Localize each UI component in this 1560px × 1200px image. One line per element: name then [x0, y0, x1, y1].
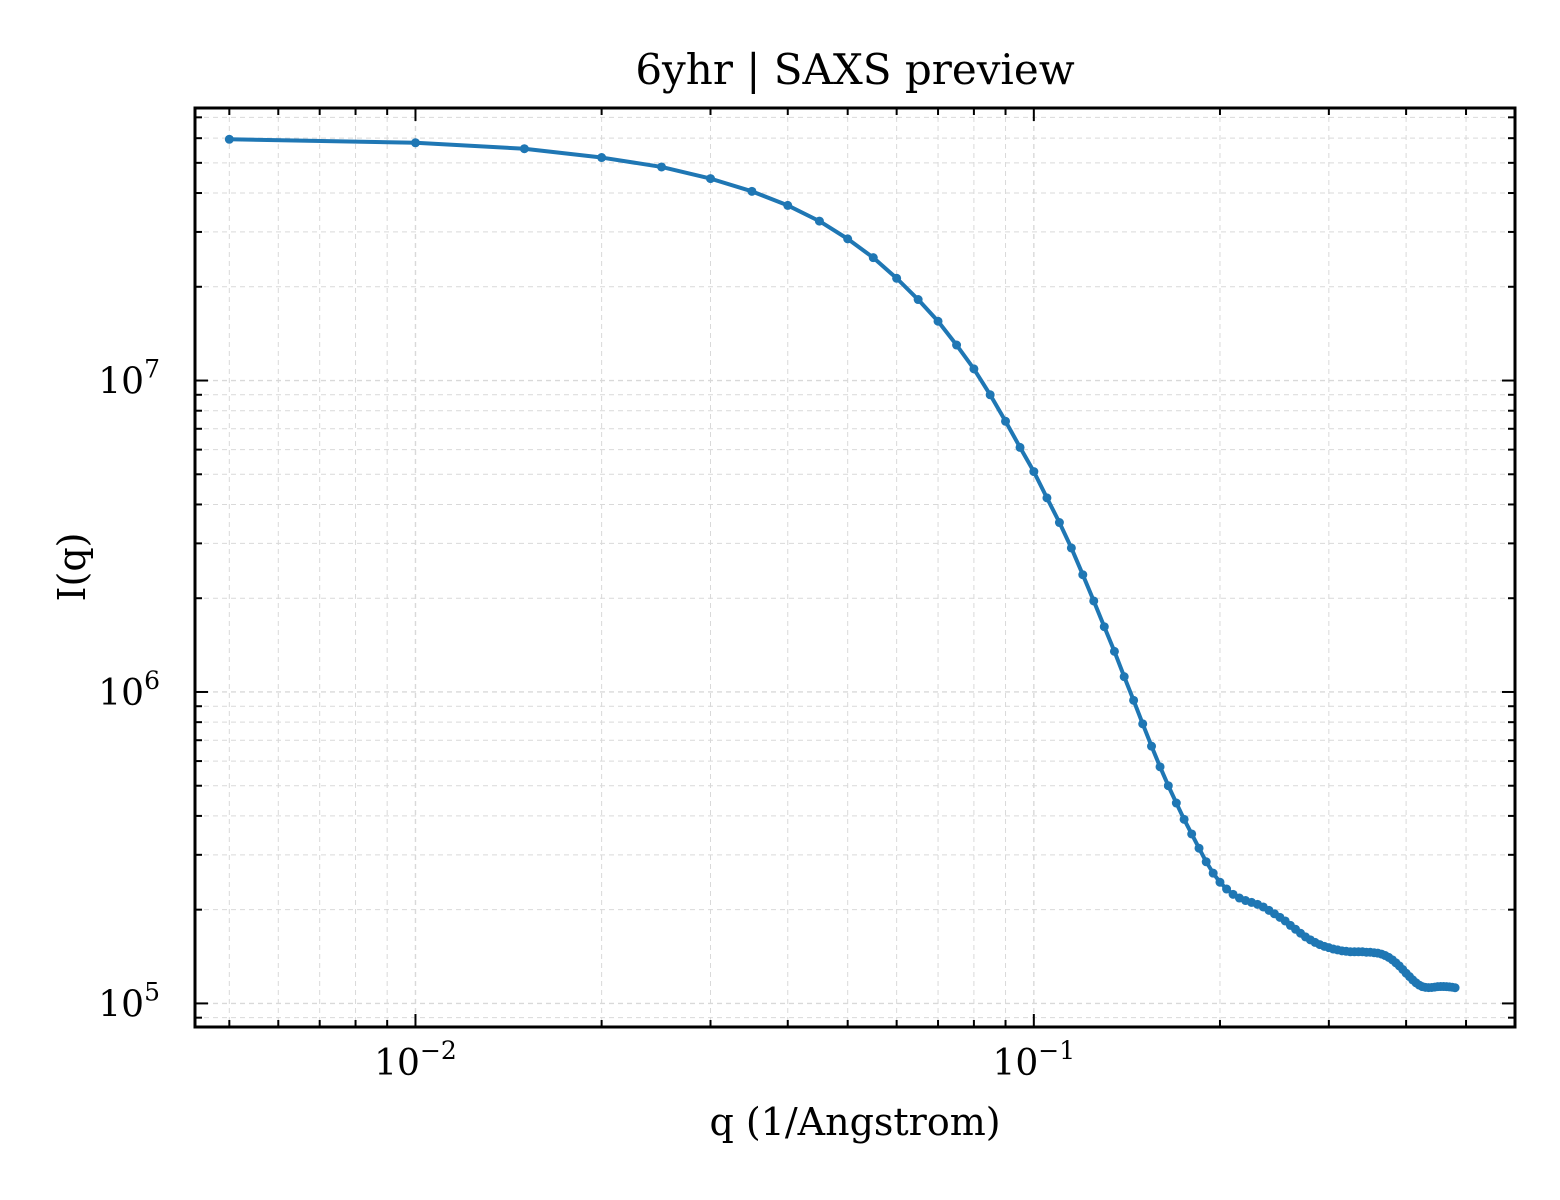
- data-point: [1138, 719, 1148, 729]
- data-point: [1129, 695, 1139, 705]
- data-point: [1179, 814, 1189, 824]
- data-point: [1099, 622, 1109, 632]
- data-point: [843, 234, 853, 244]
- series-layer: [224, 134, 1460, 993]
- data-point: [597, 153, 607, 163]
- data-point: [913, 295, 923, 305]
- data-point: [1066, 543, 1076, 553]
- data-point: [814, 216, 824, 226]
- y-tick-label: 106: [98, 666, 160, 714]
- data-point: [1015, 442, 1025, 452]
- data-point: [1155, 762, 1165, 772]
- x-tick-label: 10−2: [374, 1036, 457, 1084]
- y-tick-label: 107: [98, 355, 160, 403]
- x-tick-label: 10−1: [992, 1036, 1075, 1084]
- data-point: [783, 200, 793, 210]
- data-point: [1089, 596, 1099, 606]
- data-point: [1163, 781, 1173, 791]
- data-point: [1147, 741, 1157, 751]
- plot-frame: [193, 106, 1517, 1029]
- data-point: [1215, 877, 1225, 887]
- data-point: [1450, 983, 1460, 993]
- y-axis-label: I(q): [50, 533, 94, 602]
- data-point: [969, 364, 979, 374]
- data-point: [1054, 518, 1064, 528]
- y-tick-label: 105: [98, 977, 160, 1025]
- chart-title: 6yhr | SAXS preview: [635, 45, 1074, 94]
- data-point: [519, 144, 529, 154]
- data-point: [868, 253, 878, 263]
- data-point: [1222, 884, 1232, 894]
- data-point: [1001, 416, 1011, 426]
- x-axis-label: q (1/Angstrom): [709, 1100, 1000, 1144]
- data-point: [410, 138, 420, 148]
- data-point: [1119, 672, 1129, 682]
- data-point: [1109, 646, 1119, 656]
- data-point: [985, 390, 995, 400]
- data-point: [933, 316, 943, 326]
- data-point: [1187, 829, 1197, 839]
- data-point: [1029, 467, 1039, 477]
- data-point: [1194, 843, 1204, 853]
- data-point: [892, 273, 902, 283]
- data-point: [224, 134, 234, 144]
- grid: [195, 108, 1515, 1027]
- data-point: [1201, 857, 1211, 867]
- data-point: [747, 186, 757, 196]
- data-point: [657, 162, 667, 172]
- data-point: [1171, 798, 1181, 808]
- data-point: [952, 340, 962, 350]
- data-point: [1208, 868, 1218, 878]
- data-point: [1078, 570, 1088, 580]
- data-point: [706, 174, 715, 184]
- data-point: [1042, 493, 1052, 503]
